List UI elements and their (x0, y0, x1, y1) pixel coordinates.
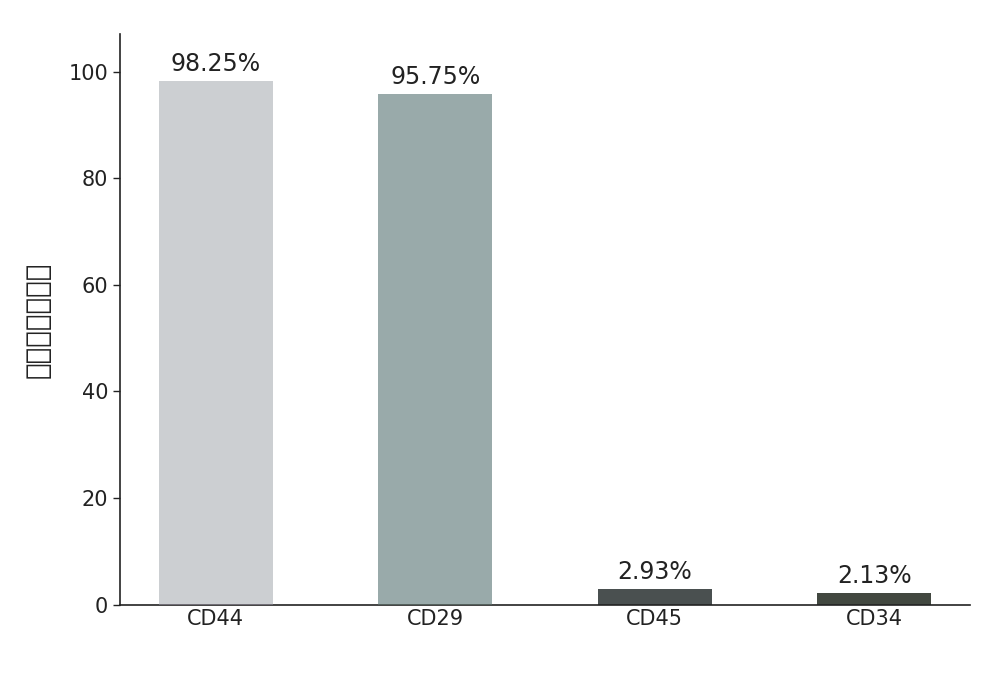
Text: 2.13%: 2.13% (837, 564, 912, 588)
FancyBboxPatch shape (159, 81, 273, 605)
Text: 2.93%: 2.93% (617, 560, 692, 584)
Text: 95.75%: 95.75% (390, 65, 480, 89)
Bar (598, 589, 712, 605)
FancyBboxPatch shape (378, 94, 492, 605)
Bar (378, 94, 492, 605)
Bar (159, 81, 273, 605)
Bar (817, 593, 931, 605)
Text: 98.25%: 98.25% (171, 52, 261, 76)
Y-axis label: 细胞所占百分比: 细胞所占百分比 (24, 261, 52, 378)
